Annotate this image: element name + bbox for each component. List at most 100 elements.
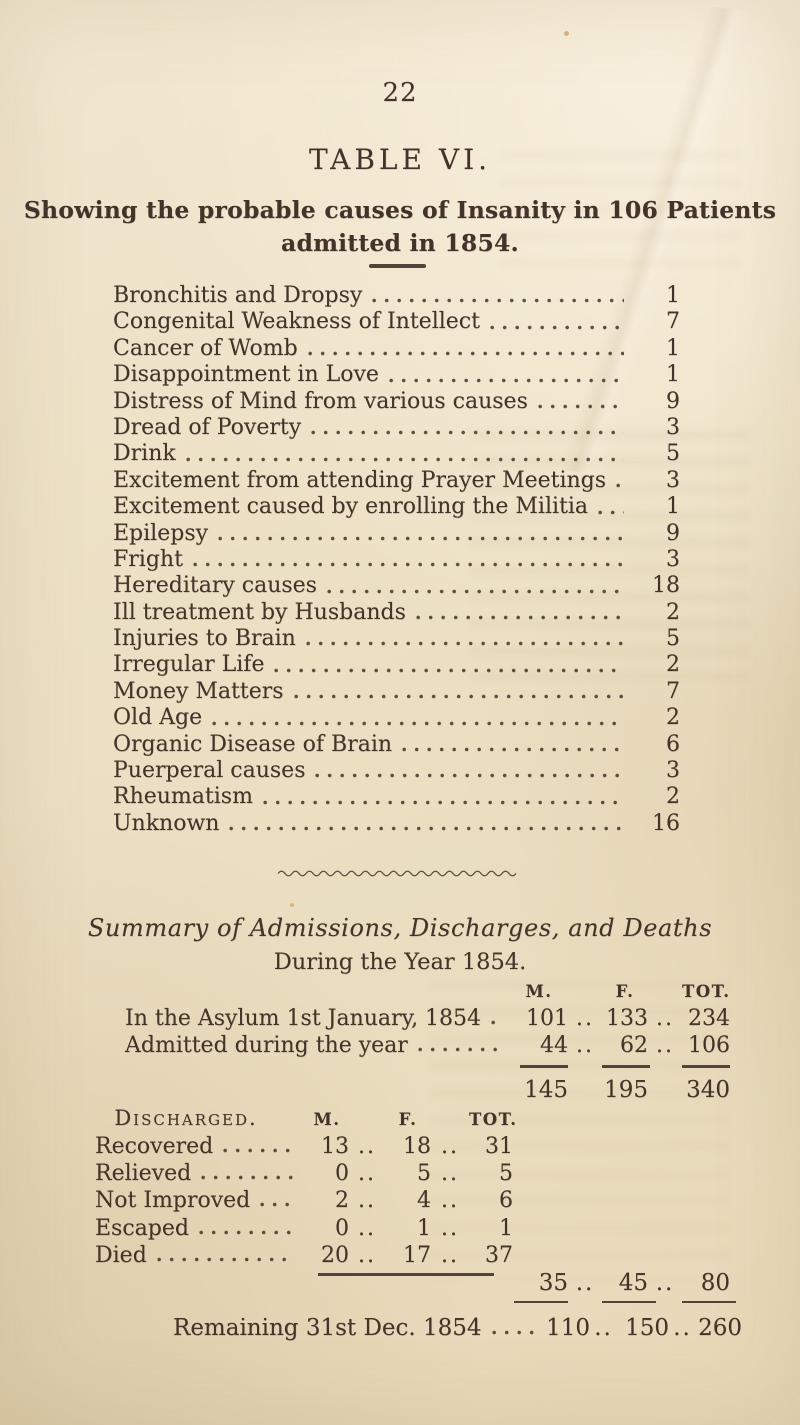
cause-value: 3 [666,758,680,784]
remaining-row: Remaining 31st Dec. 1854 110 .. 150 .. 2… [173,1315,742,1341]
male-total: 35 [538,1270,568,1296]
male-remaining: 110 [546,1315,590,1341]
dot-leader [315,773,624,779]
cause-row: Injuries to Brain 5 [113,626,680,652]
cause-label: Bronchitis and Dropsy [113,283,363,308]
female-total: 45 [618,1270,648,1296]
cause-value: 2 [666,705,680,731]
total-count: 37 [485,1242,513,1268]
cause-row: Fright 3 [113,547,680,573]
cause-label: Fright [113,546,183,572]
cause-label: Disappointment in Love [113,362,379,388]
male-count: 0 [335,1161,349,1187]
dots-separator: .. [441,1215,459,1241]
cause-label: Injuries to Brain [113,626,296,652]
page-number: 22 [382,78,418,108]
dot-leader [417,1047,500,1052]
dot-leader [156,1256,295,1262]
cause-label: Congenital Weakness of Intellect [113,309,480,335]
column-rule [682,1300,736,1304]
female-count: 5 [417,1161,431,1187]
cause-label: Dread of Poverty [113,414,302,440]
summary-heading: Summary of Admissions, Discharges, and D… [87,914,713,942]
cause-value: 5 [666,626,680,652]
cause-label: Old Age [113,705,203,731]
discharged-row-label: Not Improved [95,1188,251,1214]
cause-row: Hereditary causes 18 [113,573,680,599]
admissions-row: In the Asylum 1st January, 1854 101 .. 1… [125,1006,730,1033]
cause-label: Ill treatment by Husbands [113,599,406,625]
remaining-label: Remaining 31st Dec. 1854 [173,1315,482,1341]
dot-leader [415,615,624,621]
table-subtitle: Showing the probable causes of Insanity … [0,194,800,260]
male-column-header: M. [313,1110,341,1129]
total-count: 234 [688,1006,730,1031]
dots-separator: .. [576,1006,594,1031]
dots-separator: .. [655,1270,675,1296]
male-count: 44 [540,1033,568,1058]
subtitle-line-1: Showing the probable causes of Insanity … [23,196,777,224]
cause-value: 2 [666,784,680,810]
male-count: 13 [321,1134,349,1159]
discharged-row-label: Relieved [95,1161,192,1187]
dot-leader [218,535,624,541]
dots-separator: .. [358,1215,376,1241]
dot-leader [491,1020,500,1025]
dot-leader [305,641,624,647]
dot-leader [198,1229,295,1235]
dots-separator: .. [656,1033,674,1058]
dot-leader [598,509,624,515]
discharged-totals-rules [125,1299,736,1305]
paper-speck [564,31,569,36]
cause-row: Dread of Poverty 3 [113,415,680,441]
dot-leader [402,747,624,753]
total-count: 31 [485,1134,513,1159]
cause-label: Organic Disease of Brain [113,731,393,757]
dot-leader [326,588,624,594]
dots-separator: .. [656,1006,674,1031]
cause-row: Excitement from attending Prayer Meeting… [113,468,680,494]
dot-leader [311,430,624,436]
cause-label: Drink [113,441,176,467]
admissions-totals-row: 145 195 340 [125,1073,730,1107]
cause-row: Old Age 2 [113,705,680,731]
cause-value: 2 [666,599,680,625]
dots-separator: .. [441,1161,459,1187]
cause-value: 2 [666,652,680,678]
dots-separator: .. [576,1033,594,1058]
dot-leader [616,483,624,489]
discharged-heading: Discharged. [114,1106,258,1130]
column-rule [514,1300,568,1304]
cause-row: Excitement caused by enrolling the Milit… [113,494,680,520]
cause-row: Unknown 16 [113,811,680,837]
male-count: 2 [335,1188,349,1214]
dot-leader [192,562,624,568]
admissions-header-row: M. F. TOT. [125,982,730,1006]
cause-value: 3 [666,546,680,572]
cause-value: 1 [666,283,680,308]
male-count: 20 [321,1242,349,1268]
cause-label: Rheumatism [113,784,253,810]
admissions-table: M. F. TOT. In the Asylum 1st January, 18… [125,982,730,1107]
male-column-header: M. [525,982,553,1001]
discharged-row: Not Improved 2 .. 4 .. 6 [95,1188,513,1215]
cause-label: Money Matters [113,678,284,704]
cause-row: Congenital Weakness of Intellect 7 [113,309,680,335]
dot-leader [388,377,624,383]
dot-leader [185,456,624,462]
dots-separator: .. [358,1161,376,1187]
admissions-sum-rules [125,1060,730,1073]
cause-value: 7 [666,678,680,704]
causes-list: Bronchitis and Dropsy 1 Congenital Weakne… [113,283,680,837]
admissions-row: Admitted during the year 44 .. 62 .. 106 [125,1033,730,1060]
cause-label: Epilepsy [113,520,209,546]
total-count: 5 [499,1161,513,1187]
discharged-row: Recovered 13 .. 18 .. 31 [95,1134,513,1161]
cause-row: Disappointment in Love 1 [113,362,680,388]
cause-row: Puerperal causes 3 [113,758,680,784]
dot-leader [260,1202,295,1208]
female-count: 133 [606,1006,648,1031]
subtitle-line-2: admitted in 1854. [281,229,519,257]
cause-row: Bronchitis and Dropsy 1 [113,283,680,309]
